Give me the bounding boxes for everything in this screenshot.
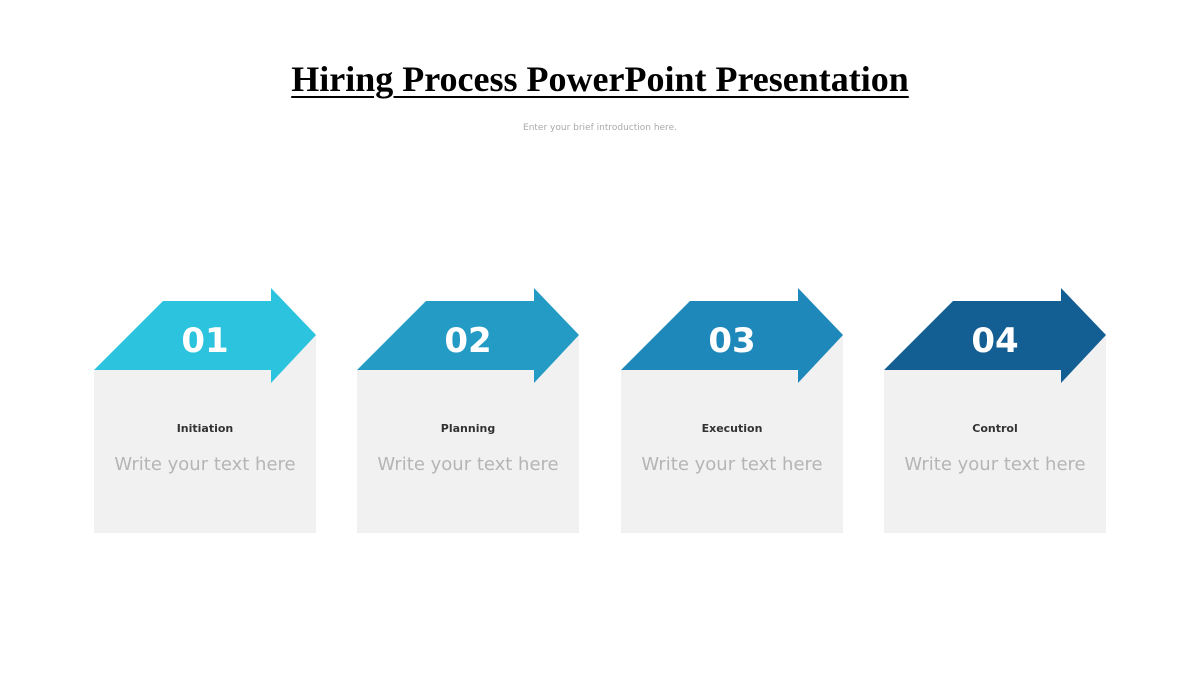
arrow-shape-icon <box>357 288 579 533</box>
page-title: Hiring Process PowerPoint Presentation <box>291 59 909 99</box>
step-card-2: 02 Planning Write your text here <box>357 285 581 535</box>
step-number: 02 <box>444 321 492 361</box>
step-card-1: 01 Initiation Write your text here <box>94 285 318 535</box>
arrow-shape-icon <box>884 288 1106 533</box>
step-number: 01 <box>181 321 229 361</box>
arrow-shape-icon <box>94 288 316 533</box>
step-text: Write your text here <box>641 454 823 475</box>
subtitle: Enter your brief introduction here. <box>523 123 677 133</box>
step-name: Planning <box>440 422 496 435</box>
step-card-3: 03 Execution Write your text here <box>621 285 845 535</box>
step-text: Write your text here <box>904 454 1086 475</box>
step-number: 03 <box>708 321 756 361</box>
step-name: Execution <box>701 422 763 435</box>
step-text: Write your text here <box>377 454 559 475</box>
step-name: Control <box>972 422 1018 435</box>
step-card-4: 04 Control Write your text here <box>884 285 1108 535</box>
arrow-shape-icon <box>621 288 843 533</box>
step-number: 04 <box>971 321 1019 361</box>
step-name: Initiation <box>176 422 234 435</box>
step-text: Write your text here <box>114 454 296 475</box>
